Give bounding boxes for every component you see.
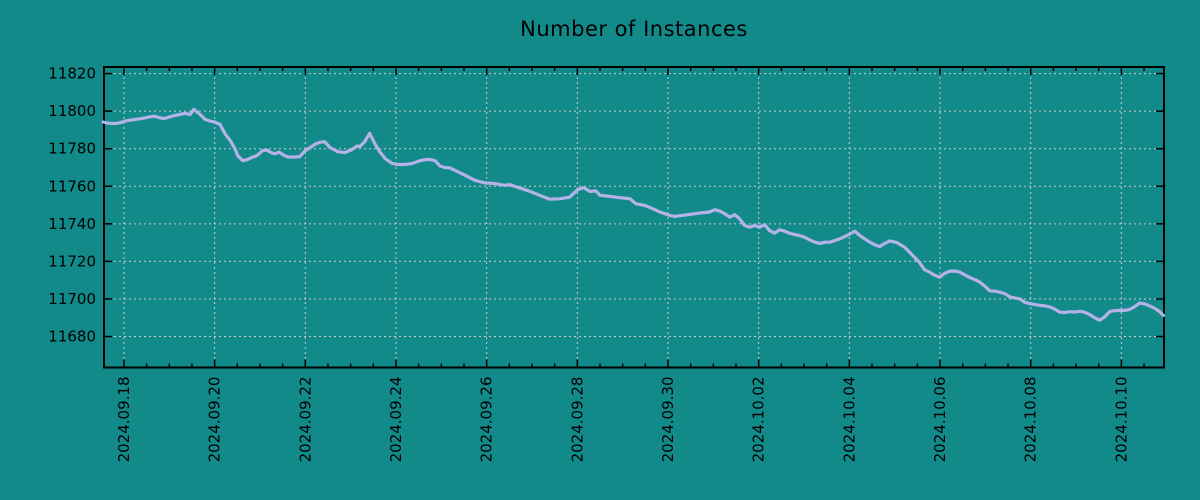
x-tick-label: 2024.10.02 [750,377,768,463]
x-tick-label: 2024.09.20 [206,377,224,463]
x-tick-label: 2024.09.18 [115,377,133,463]
y-tick-label: 11760 [48,177,96,195]
y-tick-label: 11800 [48,102,96,120]
x-tick-label: 2024.10.08 [1022,377,1040,463]
x-tick-label: 2024.09.22 [296,377,314,463]
x-tick-label: 2024.10.10 [1112,377,1130,463]
plot-border [103,66,1165,369]
x-tick-label: 2024.10.06 [931,376,949,462]
series-line-instances [101,107,1166,322]
y-tick-label: 11720 [48,252,96,270]
x-tick-label: 2024.09.24 [387,377,405,463]
x-tick-label: 2024.09.26 [478,377,496,463]
y-axis-labels: 11680 11700 11720 11740 11760 11780 11800 11820 [48,65,96,346]
x-axis-labels: 2024.09.18 2024.09.20 2024.09.22 2024.09.24… [115,376,1130,462]
y-tick-label: 11680 [48,328,96,346]
grid-lines [104,67,1164,368]
y-tick-label: 11780 [48,140,96,158]
y-tick-label: 11740 [48,215,96,233]
x-tick-label: 2024.09.28 [568,377,586,463]
y-tick-label: 11820 [48,65,96,83]
y-tick-label: 11700 [48,290,96,308]
chart-title: Number of Instances [520,17,748,41]
x-tick-label: 2024.10.04 [840,377,858,463]
x-tick-label: 2024.09.30 [659,377,677,463]
